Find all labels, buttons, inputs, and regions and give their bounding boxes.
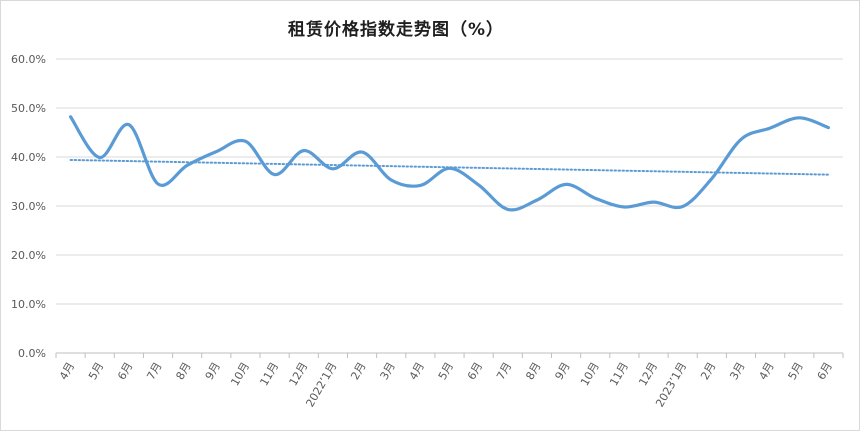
data-point: [302, 149, 305, 152]
x-tick-label: 2月: [348, 360, 368, 382]
y-tick-label: 10.0%: [11, 298, 46, 311]
data-point: [69, 115, 72, 118]
data-point: [215, 150, 218, 153]
x-tick-label: 11月: [257, 360, 281, 388]
data-point: [710, 177, 713, 180]
x-tick-label: 11月: [607, 360, 631, 388]
y-tick-label: 40.0%: [11, 151, 46, 164]
x-tick-label: 9月: [552, 360, 572, 382]
data-point: [127, 123, 130, 126]
x-tick-label: 8月: [174, 360, 194, 382]
x-tick-label: 7月: [144, 360, 164, 382]
data-point: [390, 179, 393, 182]
y-tick-label: 50.0%: [11, 102, 46, 115]
data-point: [769, 127, 772, 130]
data-point: [331, 167, 334, 170]
data-point: [535, 199, 538, 202]
data-point: [681, 205, 684, 208]
data-point: [98, 156, 101, 159]
x-tick-label: 7月: [494, 360, 514, 382]
y-tick-label: 60.0%: [11, 53, 46, 66]
data-point: [477, 183, 480, 186]
data-point: [565, 183, 568, 186]
x-tick-label: 8月: [523, 360, 543, 382]
data-point: [448, 167, 451, 170]
data-point: [244, 140, 247, 143]
data-point: [798, 116, 801, 119]
chart-title: 租赁价格指数走势图（%）: [287, 20, 505, 40]
y-tick-label: 0.0%: [18, 347, 46, 360]
y-tick-label: 20.0%: [11, 249, 46, 262]
x-tick-label: 3月: [727, 360, 747, 382]
x-tick-label: 2月: [698, 360, 718, 382]
x-tick-label: 5月: [436, 360, 456, 382]
data-point: [157, 182, 160, 185]
x-tick-label: 10月: [578, 360, 602, 388]
x-tick-label: 12月: [287, 360, 311, 388]
x-tick-label: 6月: [815, 360, 835, 382]
y-tick-label: 30.0%: [11, 200, 46, 213]
data-point: [361, 151, 364, 154]
x-tick-label: 6月: [465, 360, 485, 382]
trendline: [69, 158, 830, 176]
data-point: [506, 208, 509, 211]
data-point: [273, 173, 276, 176]
data-point: [419, 184, 422, 187]
data-point: [739, 138, 742, 141]
x-tick-label: 10月: [228, 360, 252, 388]
x-tick-label: 5月: [86, 360, 106, 382]
x-tick-label: 6月: [115, 360, 135, 382]
x-tick-label: 4月: [756, 360, 776, 382]
x-tick-label: 12月: [636, 360, 660, 388]
x-tick-label: 4月: [57, 360, 77, 382]
data-point: [623, 205, 626, 208]
data-point: [186, 164, 189, 167]
x-tick-label: 9月: [203, 360, 223, 382]
data-point: [827, 126, 830, 129]
data-point: [652, 201, 655, 204]
x-tick-label: 3月: [378, 360, 398, 382]
series-line: [69, 115, 830, 212]
data-point: [594, 197, 597, 200]
x-tick-label: 5月: [786, 360, 806, 382]
x-tick-label: 4月: [407, 360, 427, 382]
